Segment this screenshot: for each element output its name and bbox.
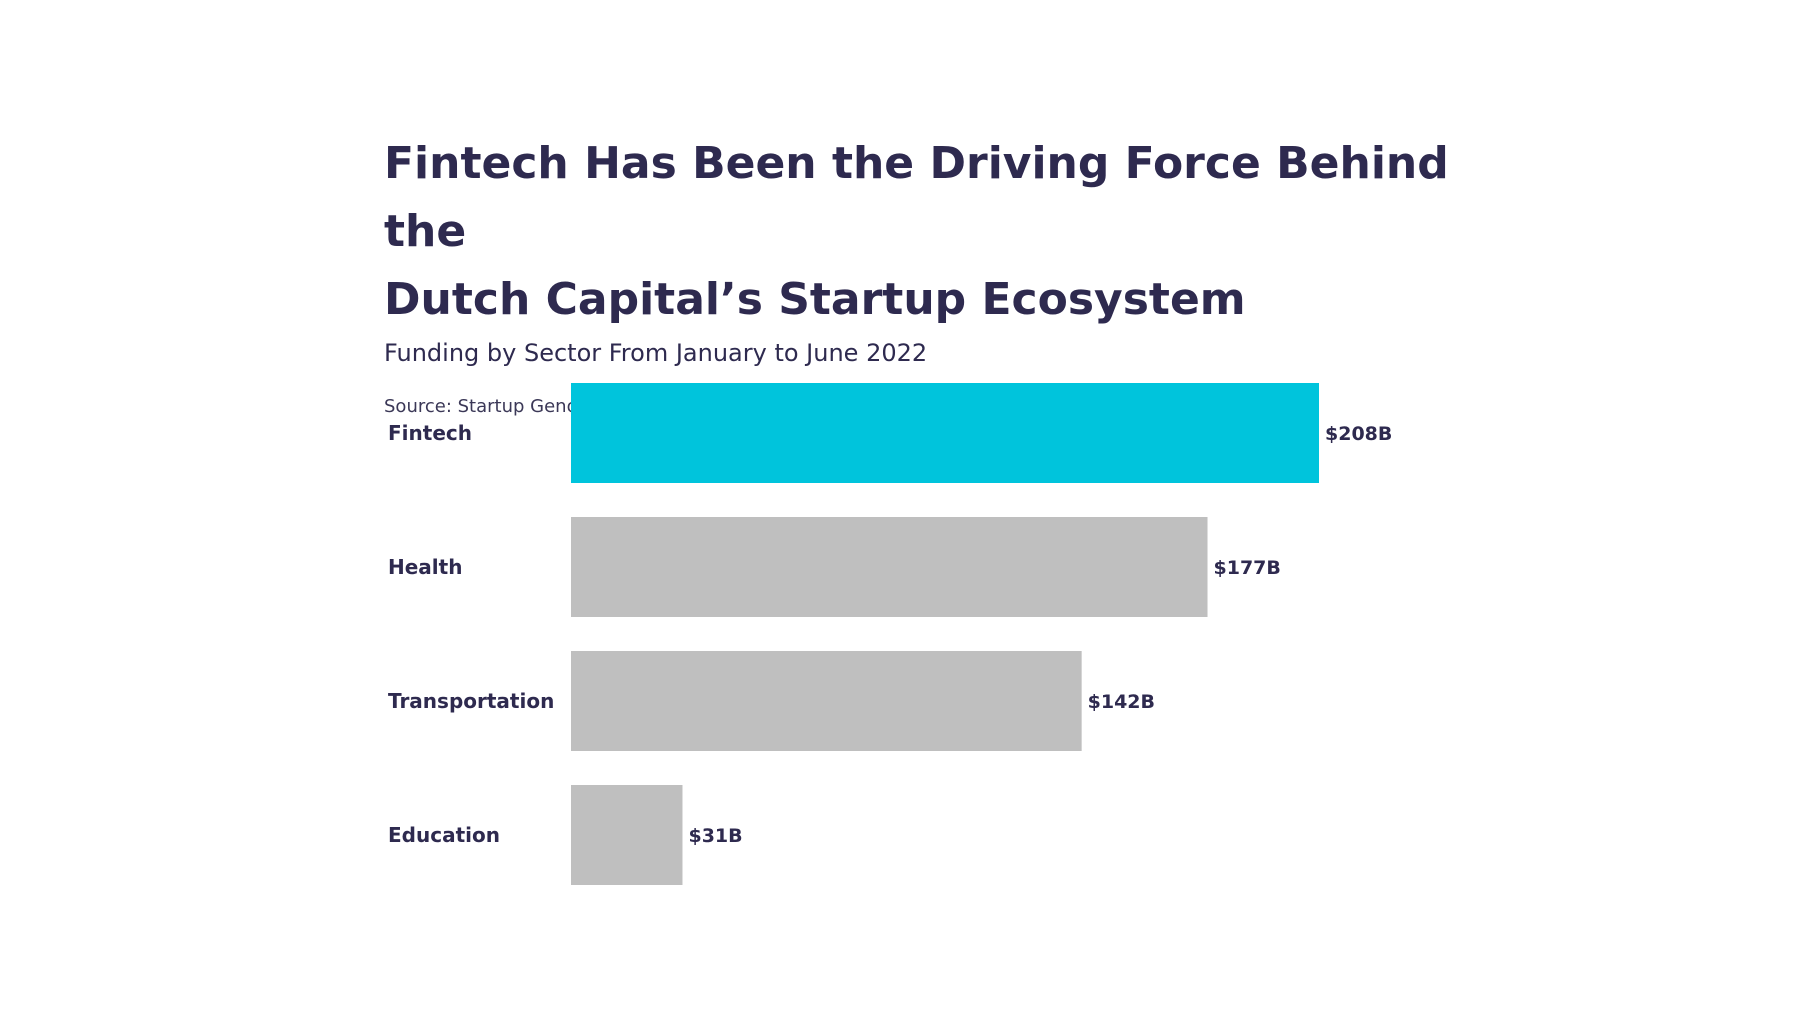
- chart-title-line2: Dutch Capital’s Startup Ecosystem: [384, 274, 1246, 325]
- value-label-education: $31B: [688, 825, 742, 847]
- bar-transportation: [571, 651, 1082, 751]
- category-label-transportation: Transportation: [388, 689, 554, 713]
- bar-chart: Fintech $208B Health $177B Transportation $14…: [388, 383, 1392, 885]
- value-label-transportation: $142B: [1088, 691, 1155, 713]
- bar-education: [571, 785, 683, 885]
- category-label-fintech: Fintech: [388, 421, 472, 445]
- category-label-education: Education: [388, 823, 500, 847]
- chart-subtitle: Funding by Sector From January to June 2…: [384, 339, 928, 367]
- bar-health: [571, 517, 1208, 617]
- value-label-fintech: $208B: [1325, 423, 1392, 445]
- chart-header: Fintech Has Been the Driving Force Behin…: [384, 130, 1484, 420]
- chart-title: Fintech Has Been the Driving Force Behin…: [384, 130, 1484, 334]
- chart-title-line1: Fintech Has Been the Driving Force Behin…: [384, 138, 1449, 257]
- bar-fintech: [571, 383, 1319, 483]
- category-label-health: Health: [388, 555, 462, 579]
- value-label-health: $177B: [1214, 557, 1281, 579]
